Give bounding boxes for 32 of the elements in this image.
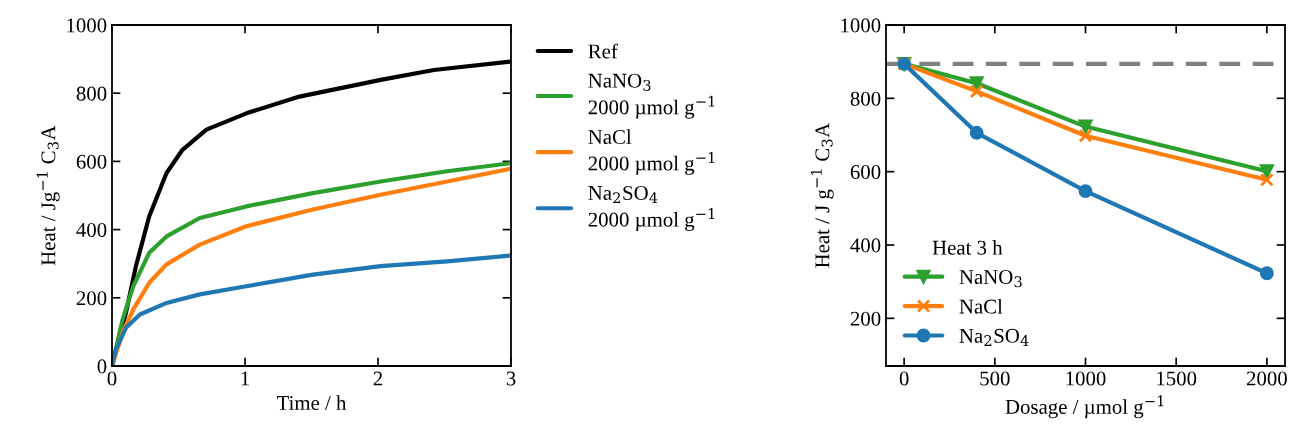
x-axis-title: Time / h	[276, 395, 347, 410]
y-tick-label: 400	[850, 238, 881, 253]
y-tick-label: 1000	[67, 18, 107, 33]
legend-label: Ref	[588, 43, 618, 59]
y-tick-label: 1000	[841, 18, 881, 33]
x-axis-title: Dosage / µmol g$^{−1}$	[1005, 395, 1164, 419]
x-tick-label: 1	[241, 371, 249, 386]
x-tick-label: 0	[107, 371, 117, 386]
y-tick-label: 600	[76, 154, 107, 169]
y-tick-label: 200	[76, 291, 107, 306]
x-tick-label: 1500	[1157, 371, 1197, 386]
x-tick-label: 0	[899, 371, 909, 386]
legend-title: Heat 3 h	[932, 240, 1003, 255]
legend-label: NaNO$_{3}$ 2000 µmol g$^{−1}$	[588, 73, 715, 119]
legend-label: NaNO$_{3}$	[959, 269, 1022, 288]
y-tick-label: 200	[850, 311, 881, 326]
x-tick-label: 3	[506, 371, 516, 386]
y-axis-title: Heat / J g$^{−1}$ C$_{3}$A	[810, 122, 834, 268]
x-tick-label: 1000	[1066, 371, 1106, 386]
x-tick-label: 2	[373, 371, 383, 386]
y-tick-label: 600	[850, 165, 881, 180]
y-axis-title: Heat / Jg$^{−1}$ C$_{3}$A	[36, 125, 60, 266]
legend-label: NaCl 2000 µmol g$^{−1}$	[588, 129, 715, 175]
x-tick-label: 2000	[1246, 371, 1287, 386]
legend-label: NaCl	[959, 298, 1003, 314]
y-tick-label: 400	[76, 222, 107, 238]
y-tick-label: 800	[850, 91, 881, 106]
y-tick-label: 0	[97, 359, 107, 374]
x-tick-label: 500	[980, 371, 1010, 386]
legend-label: Na$_{2}$SO$_{4}$ 2000 µmol g$^{−1}$	[588, 185, 715, 231]
y-tick-label: 800	[76, 86, 107, 101]
legend-label: Na$_{2}$SO$_{4}$	[959, 328, 1029, 346]
